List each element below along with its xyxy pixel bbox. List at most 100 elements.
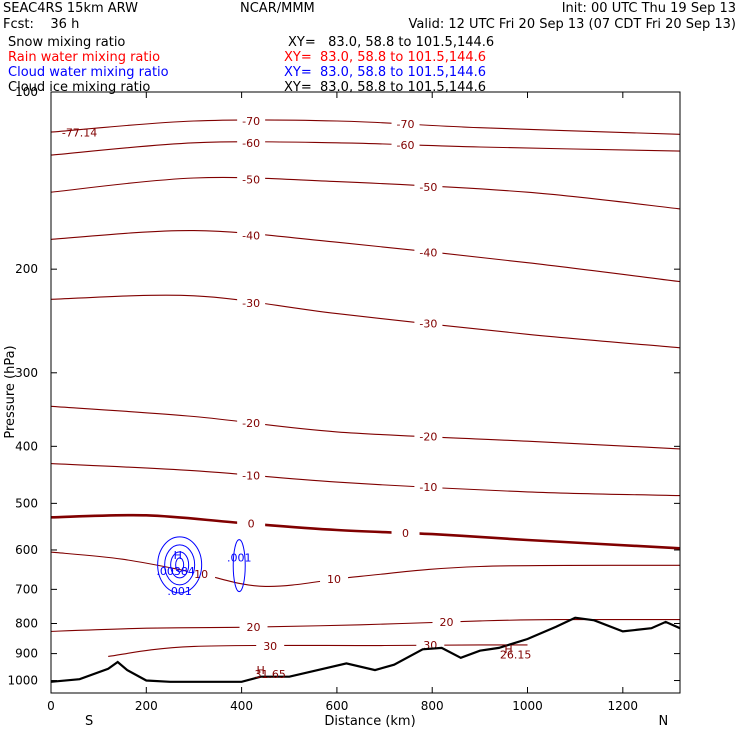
plot-frame <box>50 91 681 694</box>
field-cloudice-label: Cloud ice mixing ratio <box>8 80 151 95</box>
isotherm-label-bg <box>414 429 443 443</box>
isotherm-line <box>51 294 680 349</box>
cloud-water-max-value: .00384 <box>156 565 195 578</box>
cloud-water-contour <box>157 536 203 594</box>
isotherm-label: -40 <box>419 246 437 259</box>
isotherm-label-bg <box>237 135 266 149</box>
isotherm-label-bg <box>237 296 266 310</box>
contour-annotation: 31.65 <box>254 668 286 681</box>
contour-annotation: 26.15 <box>500 649 532 662</box>
isotherm-label-bg <box>239 620 268 634</box>
isotherm-label-bg <box>414 245 443 259</box>
isotherm-label: 20 <box>247 621 261 634</box>
isotherm-label: -40 <box>242 229 260 242</box>
isotherm-line <box>51 551 680 587</box>
isotherm-label: 20 <box>440 616 454 629</box>
x-tick-label: 1000 <box>512 699 543 713</box>
isotherm-label: -10 <box>419 481 437 494</box>
x-tick-label: 200 <box>135 699 158 713</box>
y-tick-label: 600 <box>15 543 38 557</box>
y-tick-label: 1000 <box>7 674 38 688</box>
field-rain-xy: XY= 83.0, 58.8 to 101.5,144.6 <box>284 50 487 65</box>
isotherm-label: -20 <box>419 430 437 443</box>
isotherm-line <box>51 405 680 450</box>
isotherm-label: 10 <box>194 568 208 581</box>
init-time: Init: 00 UTC Thu 19 Sep 13 <box>561 1 736 16</box>
y-tick-label: 100 <box>15 85 38 99</box>
isotherm-label-bg <box>432 615 461 629</box>
isotherm-line <box>51 463 680 497</box>
isotherm-label-bg <box>237 172 266 186</box>
cloud-water-max-marker: H <box>174 549 182 562</box>
cloud-water-contour-label: .001 <box>167 585 192 598</box>
isotherm-label: -60 <box>242 137 260 150</box>
contour-annotation: H <box>504 643 512 656</box>
x-tick-label: 400 <box>230 699 253 713</box>
cloud-water-contour <box>170 551 190 579</box>
field-snow-label: Snow mixing ratio <box>8 35 126 50</box>
field-cloudwater-label: Cloud water mixing ratio <box>8 65 169 80</box>
isotherm-line <box>51 230 680 283</box>
isotherm-label-bg <box>237 228 266 242</box>
isotherm-label: 10 <box>327 573 341 586</box>
isotherm-label-bg <box>414 479 443 493</box>
isotherm-label-bg <box>391 137 420 151</box>
x-tick-label: 1200 <box>608 699 639 713</box>
isotherm-label: 0 <box>402 527 409 540</box>
isotherm-label-bg <box>237 415 266 429</box>
isotherm-line <box>108 644 528 657</box>
isotherm-label-bg <box>237 468 266 482</box>
field-rain-label: Rain water mixing ratio <box>8 50 161 65</box>
cloud-water-contour-label: .001 <box>227 552 252 565</box>
isotherm-label: -50 <box>419 181 437 194</box>
y-tick-label: 200 <box>15 262 38 276</box>
isotherm-label: -60 <box>397 139 415 152</box>
isotherm-label-bg <box>391 117 420 131</box>
isotherm-label: -70 <box>397 118 415 131</box>
isotherm-label: -10 <box>242 469 260 482</box>
valid-time: Valid: 12 UTC Fri 20 Sep 13 (07 CDT Fri … <box>408 17 736 32</box>
isotherm-label-bg <box>414 179 443 193</box>
isotherm-label: -20 <box>242 417 260 430</box>
contour-annotation: H <box>257 664 265 677</box>
terrain-line <box>51 616 680 683</box>
org-label: NCAR/MMM <box>240 1 315 16</box>
isotherm-label-bg <box>320 572 349 586</box>
isotherm-label-bg <box>391 526 420 540</box>
y-tick-label: 500 <box>15 496 38 510</box>
isotherm-label: 30 <box>263 640 277 653</box>
y-tick-label: 300 <box>15 366 38 380</box>
isotherm-label: -50 <box>242 173 260 186</box>
cloud-water-contour <box>175 557 185 573</box>
contour-annotation: -77.14 <box>62 126 97 139</box>
isotherm-label: 0 <box>248 518 255 531</box>
forecast-hour: Fcst: 36 h <box>3 17 80 32</box>
isotherm-line <box>51 176 680 210</box>
model-title: SEAC4RS 15km ARW <box>3 1 139 16</box>
isotherm-line <box>51 513 680 550</box>
isotherm-label: 30 <box>423 639 437 652</box>
field-cloudwater-xy: XY= 83.0, 58.8 to 101.5,144.6 <box>284 65 487 80</box>
x-tick-label: 600 <box>325 699 348 713</box>
x-axis-label: Distance (km) <box>324 714 415 729</box>
y-axis-label: Pressure (hPa) <box>3 345 18 438</box>
isotherm-label: -70 <box>242 115 260 128</box>
end-label-north: N <box>658 714 668 729</box>
y-tick-label: 800 <box>15 616 38 630</box>
cloud-water-contour <box>164 544 196 586</box>
field-cloudice-xy: XY= 83.0, 58.8 to 101.5,144.6 <box>284 80 487 95</box>
end-label-south: S <box>85 714 93 729</box>
isotherm-line <box>51 119 680 135</box>
x-tick-label: 800 <box>421 699 444 713</box>
x-tick-label: 0 <box>47 699 55 713</box>
isotherm-line <box>51 141 680 156</box>
y-tick-label: 700 <box>15 582 38 596</box>
isotherm-label: -30 <box>419 318 437 331</box>
isotherm-label-bg <box>237 113 266 127</box>
y-tick-label: 900 <box>15 647 38 661</box>
isotherm-label-bg <box>256 639 285 653</box>
isotherm-line <box>51 618 680 632</box>
isotherm-label: -30 <box>242 297 260 310</box>
